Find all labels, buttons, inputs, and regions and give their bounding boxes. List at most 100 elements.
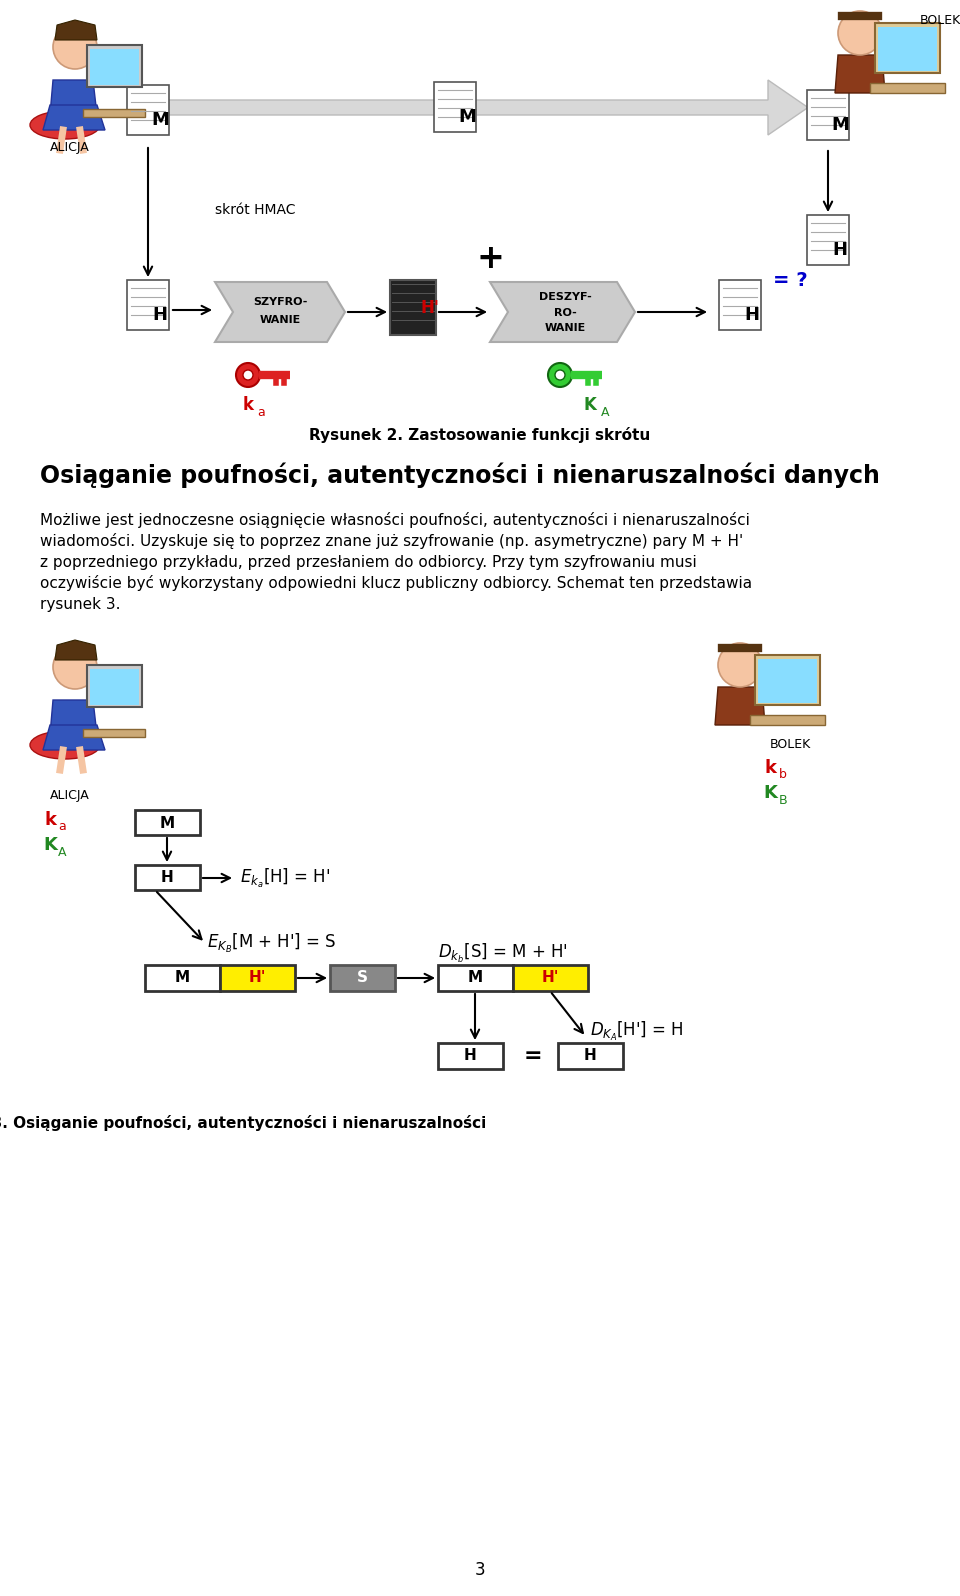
Polygon shape (50, 701, 97, 736)
Bar (755, 654, 820, 705)
Text: = ?: = ? (773, 270, 807, 289)
Text: S: S (356, 970, 368, 985)
Text: BOLEK: BOLEK (769, 739, 810, 752)
Bar (750, 715, 825, 725)
Bar (127, 279, 169, 330)
Bar (758, 659, 817, 702)
Text: k: k (243, 396, 253, 413)
Polygon shape (835, 54, 885, 93)
Bar (807, 215, 849, 265)
Text: =: = (524, 1045, 542, 1066)
Polygon shape (55, 640, 97, 661)
Text: z poprzedniego przykładu, przed przesłaniem do odbiorcy. Przy tym szyfrowaniu mu: z poprzedniego przykładu, przed przesłan… (40, 554, 697, 570)
Polygon shape (715, 686, 765, 725)
Polygon shape (148, 80, 808, 136)
Text: K: K (584, 396, 596, 413)
Bar (875, 22, 940, 73)
Text: $E_{K_B}$[M + H'] = S: $E_{K_B}$[M + H'] = S (207, 932, 337, 954)
Text: H: H (160, 870, 174, 886)
Text: skrót HMAC: skrót HMAC (215, 203, 296, 217)
Ellipse shape (30, 731, 100, 760)
Circle shape (243, 370, 253, 380)
Circle shape (838, 11, 882, 54)
Text: M: M (458, 109, 476, 126)
Text: wiadomości. Uzyskuje się to poprzez znane już szyfrowanie (np. asymetryczne) par: wiadomości. Uzyskuje się to poprzez znan… (40, 533, 743, 549)
Polygon shape (43, 725, 105, 750)
Ellipse shape (30, 112, 100, 139)
Text: M: M (175, 970, 189, 985)
Bar (719, 279, 761, 330)
Text: 3: 3 (474, 1561, 486, 1578)
Text: SZYFRO-: SZYFRO- (252, 297, 307, 306)
Text: WANIE: WANIE (259, 314, 300, 326)
Bar (390, 279, 436, 335)
Text: A: A (601, 405, 610, 418)
Bar (87, 666, 142, 707)
Text: RO-: RO- (554, 308, 576, 318)
Bar (434, 81, 476, 132)
Bar (83, 729, 145, 737)
Text: ALICJA: ALICJA (50, 142, 90, 155)
Text: B: B (779, 793, 787, 806)
Bar (127, 85, 169, 136)
Bar (870, 83, 945, 93)
Text: H: H (153, 306, 167, 324)
Bar (220, 966, 295, 991)
Text: M: M (468, 970, 483, 985)
Circle shape (548, 362, 572, 386)
Bar (87, 45, 142, 88)
Bar (438, 1044, 503, 1069)
Bar (438, 966, 513, 991)
Text: H': H' (249, 970, 266, 985)
Text: H': H' (541, 970, 559, 985)
Polygon shape (215, 282, 345, 342)
Circle shape (53, 645, 97, 689)
Text: BOLEK: BOLEK (920, 13, 960, 27)
Text: H: H (832, 241, 848, 259)
Polygon shape (50, 80, 97, 115)
Text: Osiąganie poufności, autentyczności i nienaruszalności danych: Osiąganie poufności, autentyczności i ni… (40, 463, 880, 488)
Bar (513, 966, 588, 991)
Text: rysunek 3.: rysunek 3. (40, 597, 121, 611)
Text: A: A (58, 846, 66, 859)
Polygon shape (55, 21, 97, 40)
Text: H: H (464, 1049, 476, 1063)
Text: $D_{K_A}$[H'] = H: $D_{K_A}$[H'] = H (590, 1020, 684, 1042)
Circle shape (718, 643, 762, 686)
Text: a: a (58, 820, 65, 833)
Text: b: b (779, 769, 787, 782)
Text: K: K (763, 784, 777, 803)
Text: DESZYF-: DESZYF- (539, 292, 591, 302)
Text: H': H' (420, 298, 439, 318)
Text: oczywiście być wykorzystany odpowiedni klucz publiczny odbiorcy. Schemat ten prz: oczywiście być wykorzystany odpowiedni k… (40, 575, 752, 591)
Text: k: k (764, 760, 776, 777)
Text: M: M (831, 117, 849, 134)
Bar (807, 89, 849, 140)
Polygon shape (490, 282, 635, 342)
Bar (558, 1044, 623, 1069)
Circle shape (555, 370, 565, 380)
Text: +: + (476, 241, 504, 275)
Text: K: K (43, 836, 57, 854)
Text: H: H (745, 306, 759, 324)
Circle shape (236, 362, 260, 386)
Bar (83, 109, 145, 117)
Bar (330, 966, 395, 991)
Text: $E_{k_a}$[H] = H': $E_{k_a}$[H] = H' (240, 867, 330, 889)
Text: ALICJA: ALICJA (50, 788, 90, 801)
Bar (90, 669, 139, 705)
Bar (135, 811, 200, 835)
Circle shape (53, 26, 97, 69)
Text: WANIE: WANIE (544, 322, 586, 334)
Text: Rysunek 3. Osiąganie poufności, autentyczności i nienaruszalności: Rysunek 3. Osiąganie poufności, autentyc… (0, 1116, 486, 1132)
Bar (90, 49, 139, 85)
Text: $D_{k_b}$[S] = M + H': $D_{k_b}$[S] = M + H' (438, 942, 568, 964)
Text: Możliwe jest jednoczesne osiągnięcie własności poufności, autentyczności i niena: Możliwe jest jednoczesne osiągnięcie wła… (40, 512, 750, 528)
Text: k: k (44, 811, 56, 828)
Bar (145, 966, 220, 991)
Text: M: M (159, 816, 175, 830)
Text: a: a (257, 405, 265, 418)
Bar (135, 865, 200, 891)
Text: H: H (584, 1049, 596, 1063)
Polygon shape (43, 105, 105, 129)
